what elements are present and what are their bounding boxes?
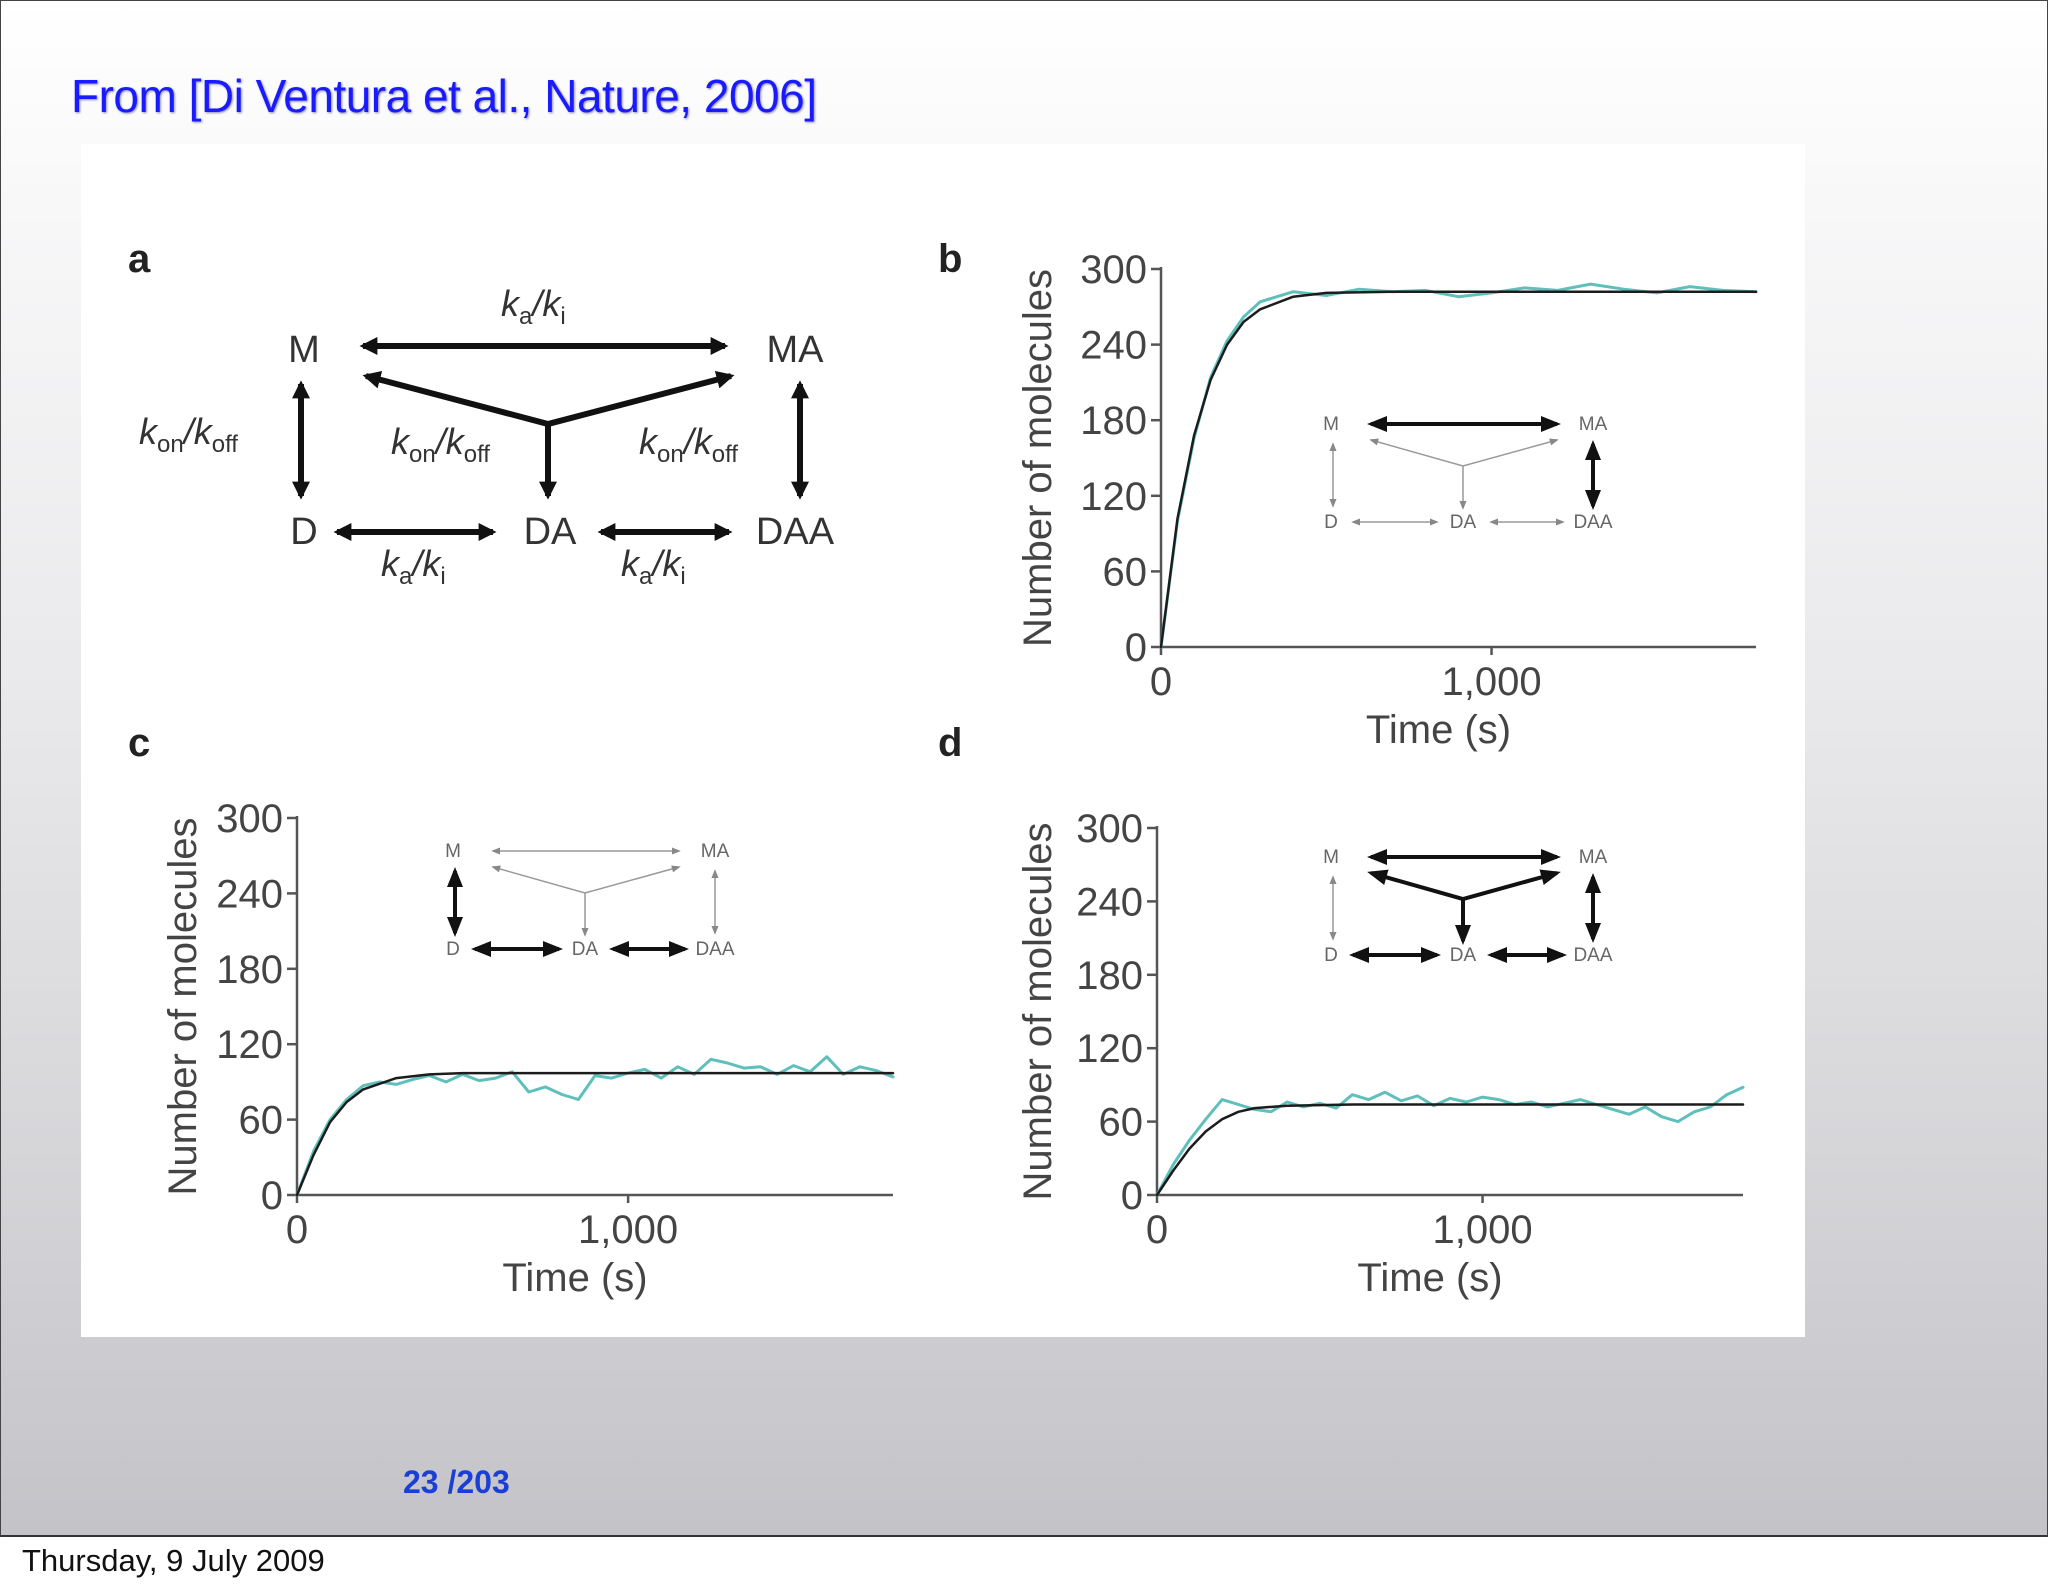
y-axis-label: Number of molecules xyxy=(1016,823,1060,1201)
y-tick-label: 60 xyxy=(239,1099,284,1143)
y-tick-label: 0 xyxy=(1121,1174,1143,1218)
rate-label-ka-ki-top: ka/ki xyxy=(501,283,566,330)
x-axis-label: Time (s) xyxy=(1357,1256,1502,1300)
y-tick-label: 120 xyxy=(216,1023,283,1067)
rate-label-kon-koff-mid: kon/koff xyxy=(391,421,490,468)
panel-letter-d: d xyxy=(938,721,962,765)
rate-label-ka-ki-right: ka/ki xyxy=(621,543,686,590)
inset-node-label: D xyxy=(1324,512,1338,533)
y-tick-label: 300 xyxy=(1076,807,1143,851)
y-tick-label: 60 xyxy=(1099,1101,1144,1145)
deterministic-series-line xyxy=(1159,290,1758,649)
inset-node-label: M xyxy=(445,841,461,862)
inset-node-label: D xyxy=(446,939,460,960)
inset-node-label: DAA xyxy=(1573,512,1612,533)
node-D: D xyxy=(290,511,317,553)
inset-arrow-M-MA-to-DA xyxy=(1367,869,1561,902)
page-current: 23 xyxy=(403,1464,439,1500)
svg-text:ka/ki: ka/ki xyxy=(501,283,566,330)
y-tick-label: 180 xyxy=(1080,399,1147,443)
x-tick-label: 1,000 xyxy=(1433,1208,1533,1252)
x-axis-label: Time (s) xyxy=(502,1256,647,1300)
figure-svg: a b c d M MA D DA DAA ka/ki xyxy=(128,237,1758,1300)
slide-title: From [Di Ventura et al., Nature, 2006] xyxy=(71,70,817,122)
inset-node-label: M xyxy=(1323,414,1339,435)
x-axis-label: Time (s) xyxy=(1366,708,1511,752)
inset-node-label: M xyxy=(1323,847,1339,868)
x-tick-label: 1,000 xyxy=(578,1208,678,1252)
reaction-scheme: M MA D DA DAA ka/ki kon/koff xyxy=(139,283,835,590)
svg-text:ka/ki: ka/ki xyxy=(381,543,446,590)
figure-image: a b c d M MA D DA DAA ka/ki xyxy=(81,144,1805,1337)
x-tick-label: 0 xyxy=(1150,660,1172,704)
inset-node-label: DA xyxy=(1450,945,1477,966)
inset-node-label: DAA xyxy=(695,939,734,960)
stochastic-series-line xyxy=(1155,1085,1745,1197)
deterministic-series-line xyxy=(295,1071,895,1197)
inset-node-label: D xyxy=(1324,945,1338,966)
svg-text:ka/ki: ka/ki xyxy=(621,543,686,590)
svg-text:kon/koff: kon/koff xyxy=(139,411,238,458)
x-tick-label: 1,000 xyxy=(1442,660,1542,704)
y-axis-label: Number of molecules xyxy=(1016,269,1060,647)
rate-label-ka-ki-left: ka/ki xyxy=(381,543,446,590)
stochastic-series-line xyxy=(295,1055,895,1197)
node-MA: MA xyxy=(767,329,825,371)
y-axis-label: Number of molecules xyxy=(161,818,205,1196)
y-tick-label: 120 xyxy=(1076,1027,1143,1071)
y-tick-label: 60 xyxy=(1103,550,1148,594)
x-tick-label: 0 xyxy=(1146,1208,1168,1252)
node-M: M xyxy=(288,329,320,371)
y-tick-label: 0 xyxy=(1125,626,1147,670)
inset-node-label: MA xyxy=(1579,847,1608,868)
node-DAA: DAA xyxy=(756,511,835,553)
inset-node-label: DAA xyxy=(1573,945,1612,966)
slide-background: From [Di Ventura et al., Nature, 2006] a… xyxy=(0,0,2048,1537)
inset-arrow-M-MA-to-DA xyxy=(1369,438,1559,467)
panel-letter-a: a xyxy=(128,237,151,281)
inset-node-label: DA xyxy=(572,939,599,960)
y-tick-label: 180 xyxy=(1076,954,1143,998)
inset-node-label: MA xyxy=(701,841,730,862)
svg-text:kon/koff: kon/koff xyxy=(391,421,490,468)
rate-label-kon-koff-left: kon/koff xyxy=(139,411,238,458)
inset-arrow-M-MA-to-DA xyxy=(491,865,681,894)
y-tick-label: 0 xyxy=(261,1174,283,1218)
panel-letter-b: b xyxy=(938,237,962,281)
inset-node-label: MA xyxy=(1579,414,1608,435)
y-tick-label: 240 xyxy=(216,872,283,916)
y-tick-label: 240 xyxy=(1080,324,1147,368)
inset-reaction-scheme: M MA D DA DAA xyxy=(1323,847,1613,966)
x-tick-label: 0 xyxy=(286,1208,308,1252)
y-tick-label: 300 xyxy=(1080,248,1147,292)
svg-text:kon/koff: kon/koff xyxy=(639,421,738,468)
inset-reaction-scheme: M MA D DA DAA xyxy=(445,841,735,960)
inset-node-label: DA xyxy=(1450,512,1477,533)
y-tick-label: 240 xyxy=(1076,880,1143,924)
panel-letter-c: c xyxy=(128,721,150,765)
node-DA: DA xyxy=(524,511,577,553)
inset-reaction-scheme: M MA D DA DAA xyxy=(1323,414,1613,533)
y-tick-label: 120 xyxy=(1080,475,1147,519)
rate-label-kon-koff-right: kon/koff xyxy=(639,421,738,468)
footer-date: Thursday, 9 July 2009 xyxy=(22,1543,325,1578)
stochastic-series-line xyxy=(1159,282,1758,649)
deterministic-series-line xyxy=(1155,1103,1745,1197)
page-number: 23 /203 xyxy=(403,1464,510,1501)
y-tick-label: 180 xyxy=(216,948,283,992)
arrow-M-MA-to-DA xyxy=(362,370,735,428)
y-tick-label: 300 xyxy=(216,797,283,841)
page-total: /203 xyxy=(447,1464,510,1500)
